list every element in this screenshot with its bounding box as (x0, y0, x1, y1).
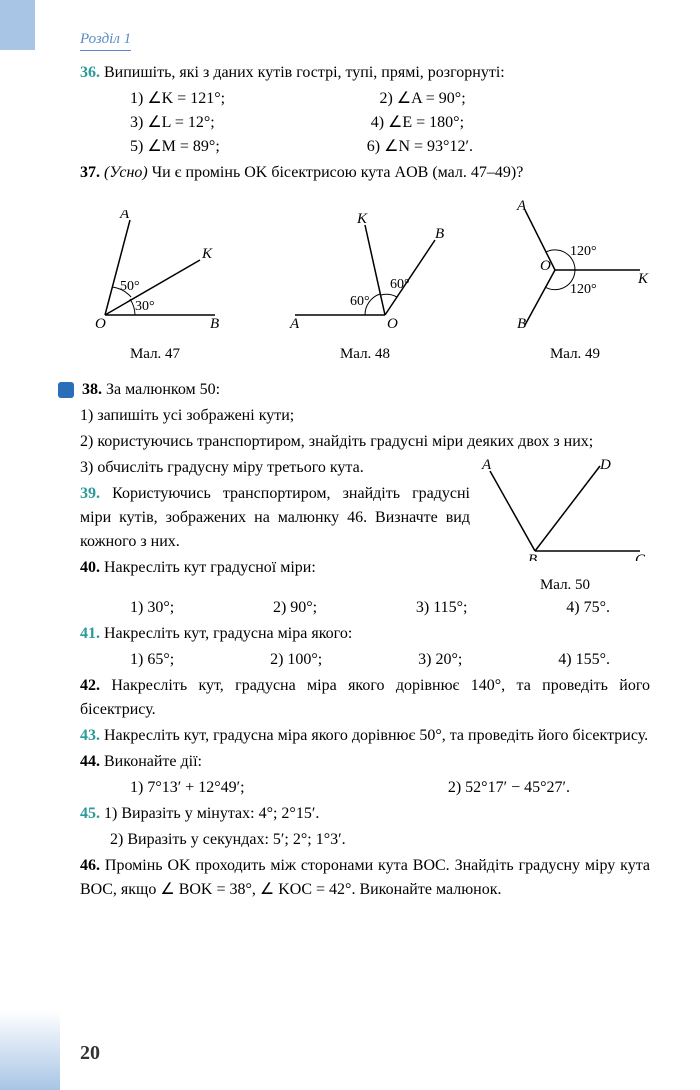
task-44-items: 1) 7°13′ + 12°49′; 2) 52°17′ − 45°27′. (80, 776, 650, 800)
task-46: 46. Промінь OK проходить між сторонами к… (80, 854, 650, 902)
svg-text:C: C (635, 552, 646, 561)
task-number: 46. (80, 857, 100, 874)
task-45: 45. 1) Виразіть у мінутах: 4°; 2°15′. (80, 802, 650, 826)
task-text: Накресліть кут градусної міри: (104, 559, 316, 576)
figure-48-svg: A K B O 60° 60° (275, 210, 455, 330)
task-36-row1: 1) ∠K = 121°; 2) ∠A = 90°; (80, 87, 650, 111)
svg-text:60°: 60° (390, 277, 410, 292)
item: 5) ∠M = 89°; (130, 135, 220, 159)
decorative-left-bar (0, 0, 35, 50)
task-42: 42. Накресліть кут, градусна міра якого … (80, 674, 650, 722)
task-text: За малюнком 50: (106, 381, 220, 398)
svg-text:O: O (95, 316, 106, 330)
svg-text:50°: 50° (120, 279, 140, 294)
practice-icon (58, 382, 74, 398)
chapter-label: Розділ 1 (80, 31, 131, 51)
decorative-bottom-gradient (0, 1010, 60, 1090)
page-number: 20 (80, 1042, 100, 1065)
svg-text:K: K (356, 211, 368, 227)
task-text: Випишіть, які з даних кутів гострі, тупі… (104, 64, 505, 81)
task-45-item1: 1) Виразіть у мінутах: 4°; 2°15′. (104, 805, 319, 822)
svg-text:30°: 30° (135, 299, 155, 314)
item: 3) ∠L = 12°; (130, 111, 215, 135)
task-37: 37. (Усно) Чи є промінь OK бісектрисою к… (80, 161, 650, 185)
task-text: Чи є промінь OK бісектрисою кута AOB (ма… (152, 164, 524, 181)
item: 2) 52°17′ − 45°27′. (448, 776, 570, 800)
svg-text:D: D (599, 457, 611, 473)
task-44: 44. Виконайте дії: (80, 750, 650, 774)
task-number: 43. (80, 727, 100, 744)
task-number: 45. (80, 805, 100, 822)
task-36-row3: 5) ∠M = 89°; 6) ∠N = 93°12′. (80, 135, 650, 159)
task-number: 36. (80, 64, 100, 81)
item: 1) ∠K = 121°; (130, 87, 225, 111)
item: 3) 115°; (416, 596, 468, 620)
figure-caption: Мал. 50 (480, 574, 650, 597)
item: 4) ∠E = 180°; (371, 111, 464, 135)
figures-47-49: A K B O 50° 30° Мал. 47 A K (80, 200, 650, 366)
task-38-item2: 2) користуючись транспортиром, знайдіть … (80, 430, 650, 454)
item: 4) 155°. (558, 648, 610, 672)
item: 6) ∠N = 93°12′. (367, 135, 473, 159)
svg-text:120°: 120° (570, 282, 597, 297)
item: 1) 65°; (130, 648, 174, 672)
svg-text:O: O (387, 316, 398, 330)
svg-text:A: A (516, 200, 527, 214)
figure-caption: Мал. 47 (80, 343, 230, 366)
svg-text:120°: 120° (570, 244, 597, 259)
svg-text:A: A (289, 316, 300, 330)
task-41-items: 1) 65°; 2) 100°; 3) 20°; 4) 155°. (80, 648, 650, 672)
svg-text:B: B (210, 316, 219, 330)
figure-caption: Мал. 49 (500, 343, 650, 366)
task-38-item1: 1) запишіть усі зображені кути; (80, 404, 650, 428)
figure-48: A K B O 60° 60° Мал. 48 (275, 210, 455, 366)
task-number: 42. (80, 677, 100, 694)
svg-text:B: B (435, 226, 444, 242)
figure-50-svg: A D C B (480, 456, 650, 561)
task-38: 38. За малюнком 50: (80, 378, 650, 402)
item: 1) 7°13′ + 12°49′; (130, 776, 245, 800)
task-45-item2: 2) Виразіть у секундах: 5′; 2°; 1°3′. (80, 828, 650, 852)
item: 4) 75°. (566, 596, 610, 620)
task-36-row2: 3) ∠L = 12°; 4) ∠E = 180°; (80, 111, 650, 135)
task-43: 43. Накресліть кут, градусна міра якого … (80, 724, 650, 748)
task-41: 41. Накресліть кут, градусна міра якого: (80, 622, 650, 646)
item: 3) 20°; (418, 648, 462, 672)
figure-47: A K B O 50° 30° Мал. 47 (80, 210, 230, 366)
svg-text:60°: 60° (350, 294, 370, 309)
svg-text:A: A (119, 210, 130, 222)
oral-marker: (Усно) (104, 164, 152, 181)
figure-49: A K B O 120° 120° Мал. 49 (500, 200, 650, 366)
task-number: 38. (82, 381, 102, 398)
svg-text:K: K (637, 271, 649, 287)
figure-49-svg: A K B O 120° 120° (500, 200, 650, 330)
figure-47-svg: A K B O 50° 30° (80, 210, 230, 330)
task-36: 36. Випишіть, які з даних кутів гострі, … (80, 61, 650, 85)
svg-text:B: B (528, 552, 537, 561)
svg-text:O: O (540, 258, 551, 274)
item: 2) ∠A = 90°; (379, 87, 465, 111)
task-number: 39. (80, 485, 100, 502)
svg-text:K: K (201, 246, 213, 262)
svg-text:B: B (517, 316, 526, 330)
task-number: 41. (80, 625, 100, 642)
task-text: Промінь OK проходить між сторонами кута … (80, 857, 650, 898)
task-text: Користуючись транспортиром, знайдіть гра… (80, 485, 470, 550)
task-number: 44. (80, 753, 100, 770)
task-text: Накресліть кут, градусна міра якого дорі… (104, 727, 648, 744)
task-number: 37. (80, 164, 100, 181)
textbook-page: Розділ 1 36. Випишіть, які з даних кутів… (0, 0, 700, 1090)
task-text: Накресліть кут, градусна міра якого дорі… (80, 677, 650, 718)
item: 2) 100°; (270, 648, 322, 672)
figure-50: A D C B Мал. 50 (480, 456, 650, 597)
task-text: Накресліть кут, градусна міра якого: (104, 625, 352, 642)
task-40-items: 1) 30°; 2) 90°; 3) 115°; 4) 75°. (80, 596, 650, 620)
item: 2) 90°; (273, 596, 317, 620)
task-number: 40. (80, 559, 100, 576)
svg-text:A: A (481, 457, 492, 473)
item: 1) 30°; (130, 596, 174, 620)
task-text: Виконайте дії: (104, 753, 202, 770)
figure-caption: Мал. 48 (275, 343, 455, 366)
page-content: 36. Випишіть, які з даних кутів гострі, … (80, 61, 650, 902)
